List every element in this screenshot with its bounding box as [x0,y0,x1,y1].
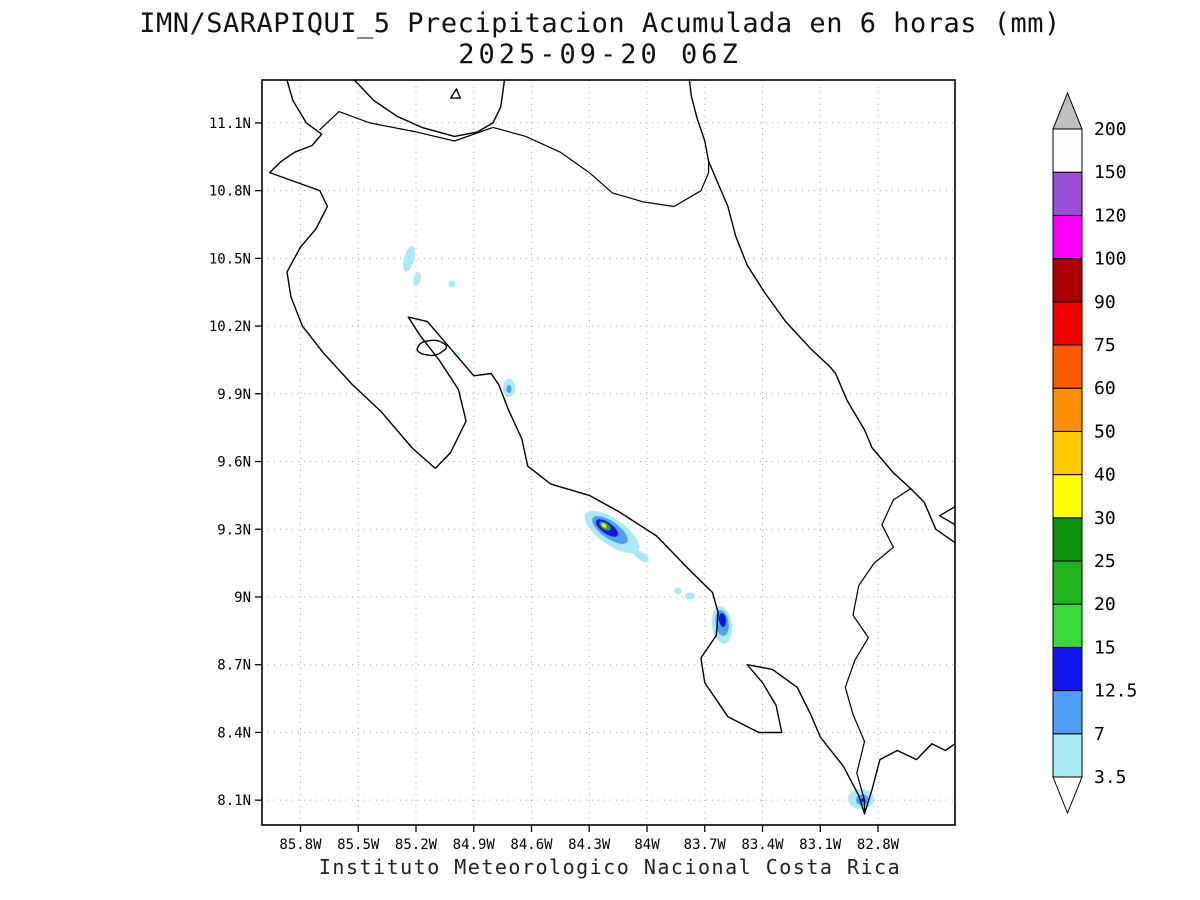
colorbar-label: 120 [1094,205,1127,226]
longitude-axis: 85.8W 85.5W 85.2W 84.9W 84.6W 84.3W 84W 83.7W 83… [279,825,900,853]
colorbar-label: 150 [1094,162,1127,183]
colorbar-label: 12.5 [1094,681,1137,702]
footer-caption: Instituto Meteorologico Nacional Costa R… [319,855,901,879]
lon-tick-label: 85.5W [337,837,380,853]
panama-border [844,488,912,815]
colorbar-segment [1052,733,1083,778]
lon-tick-label: 84.3W [568,837,611,853]
precip-cell [413,272,421,286]
colorbar-label: 30 [1094,508,1116,529]
lake-island-outline [449,88,461,99]
precip-area-puntarenas [503,379,515,397]
colorbar-segment [1052,560,1083,605]
lon-tick-label: 82.8W [857,837,900,853]
colorbar-segment [1052,344,1083,389]
coastlines [269,79,956,815]
colorbar-label: 7 [1094,724,1105,745]
map-frame [261,79,956,826]
lon-tick-label: 83.4W [741,837,784,853]
lon-tick-label: 83.7W [684,837,727,853]
colorbar-label: 200 [1094,119,1127,140]
lat-tick-label: 8.7N [217,658,251,674]
colorbar-above-arrow [1052,91,1083,130]
lon-tick-label: 85.8W [279,837,322,853]
colorbar-label: 40 [1094,465,1116,486]
colorbar-label: 100 [1094,249,1127,270]
colorbar-segment [1052,430,1083,476]
colorbar-segment [1052,387,1083,432]
isla-chira-outline [416,339,448,357]
colorbar-label: 75 [1094,335,1116,356]
colorbar-label: 3.5 [1094,767,1127,788]
lat-tick-label: 10.5N [209,251,251,267]
lon-tick-label: 85.2W [395,837,438,853]
colorbar-label: 20 [1094,594,1116,615]
colorbar-segment [1052,690,1083,735]
lat-tick-label: 9.6N [217,455,251,471]
precip-area-general [674,587,695,600]
colorbar-segment [1052,301,1083,346]
precip-area-quepos-max [584,510,649,563]
lon-tick-label: 84.6W [510,837,553,853]
colorbar-segment [1052,517,1083,562]
nicaragua-border [319,111,710,208]
precip-cell [718,613,727,627]
lon-tick-label: 84.9W [453,837,496,853]
precip-cell [506,385,512,393]
chart-title: IMN/SARAPIQUI_5 Precipitacion Acumulada … [139,8,1061,39]
colorbar-segment [1052,171,1083,216]
lat-tick-label: 10.2N [209,319,251,335]
lat-tick-label: 9N [234,590,251,606]
precip-cell [403,246,415,272]
precip-cell [674,587,682,595]
lake-nicaragua-shore [353,79,506,138]
chart-subtitle-datetime: 2025-09-20 06Z [458,39,742,70]
colorbar-label: 50 [1094,421,1116,442]
precip-cell [685,592,695,600]
colorbar-segment [1052,474,1083,519]
colorbar-segment [1052,214,1083,260]
colorbar-segment [1052,603,1083,648]
caribbean-coastline [688,79,956,544]
precip-area-nicoya-nw [403,246,421,286]
gridlines [262,80,955,825]
lat-tick-label: 11.1N [209,116,251,132]
precip-cell [633,549,649,563]
precip-cell [601,523,607,528]
bocas-islands-coastline [938,506,956,526]
precip-area-burica [848,789,874,809]
pacific-coastline [269,79,956,815]
lon-tick-label: 84W [634,837,660,853]
colorbar-segment [1052,258,1083,303]
lon-tick-label: 83.1W [799,837,842,853]
colorbar: 3.5 7 12.5 15 20 25 30 40 50 60 75 90 100 120 150 200 [1052,91,1137,815]
lat-tick-label: 8.4N [217,725,251,741]
lat-tick-label: 10.8N [209,184,251,200]
lat-tick-label: 9.3N [217,522,251,538]
colorbar-label: 15 [1094,637,1116,658]
colorbar-segment [1052,646,1083,692]
precip-cell [448,280,456,288]
lat-tick-label: 8.1N [217,793,251,809]
lat-tick-label: 9.9N [217,387,251,403]
colorbar-segment [1052,128,1083,173]
colorbar-label: 60 [1094,378,1116,399]
latitude-axis: 11.1N 10.8N 10.5N 10.2N 9.9N 9.6N 9.3N 9N 8.7N 8.… [209,116,262,809]
colorbar-below-arrow [1052,776,1083,815]
colorbar-label: 25 [1094,551,1116,572]
colorbar-label: 90 [1094,292,1116,313]
country-borders [319,111,912,815]
